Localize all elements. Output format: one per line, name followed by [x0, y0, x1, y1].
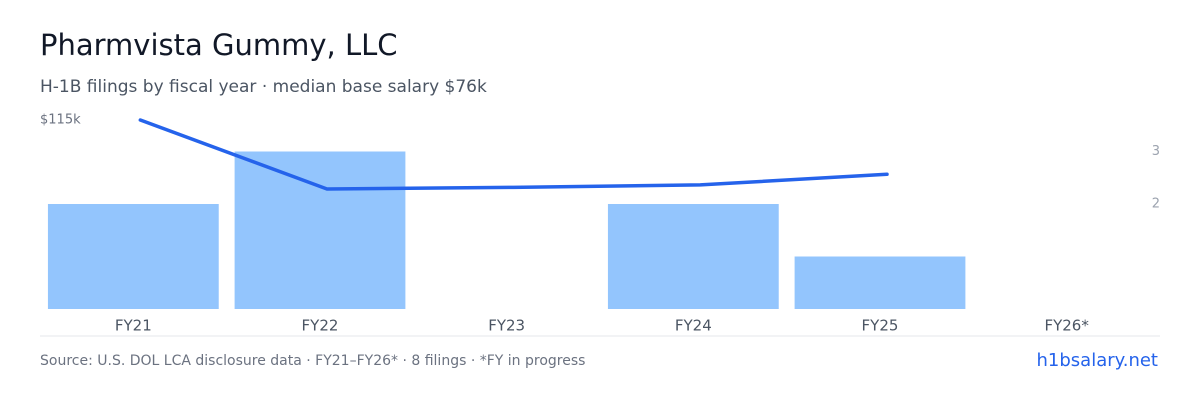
- bar: [47, 204, 219, 309]
- bar: [234, 151, 406, 309]
- x-tick-label: FY21: [115, 317, 152, 335]
- source-note: Source: U.S. DOL LCA disclosure data · F…: [40, 353, 585, 369]
- y2-tick-label: 3: [1152, 144, 1160, 159]
- chart-title: Pharmvista Gummy, LLC: [40, 28, 398, 62]
- x-tick-label: FY24: [675, 317, 712, 335]
- y2-tick-label: 2: [1152, 197, 1160, 212]
- bar: [607, 204, 779, 309]
- x-tick-label: FY26*: [1044, 317, 1089, 335]
- chart-subtitle: H-1B filings by fiscal year · median bas…: [40, 77, 487, 97]
- brand-link[interactable]: h1bsalary.net: [1037, 350, 1158, 371]
- line: [138, 118, 889, 191]
- y-tick-label: $115k: [40, 113, 81, 128]
- x-tick-label: FY23: [488, 317, 525, 335]
- x-tick-label: FY22: [302, 317, 339, 335]
- x-tick-label: FY25: [862, 317, 899, 335]
- bar: [794, 256, 966, 309]
